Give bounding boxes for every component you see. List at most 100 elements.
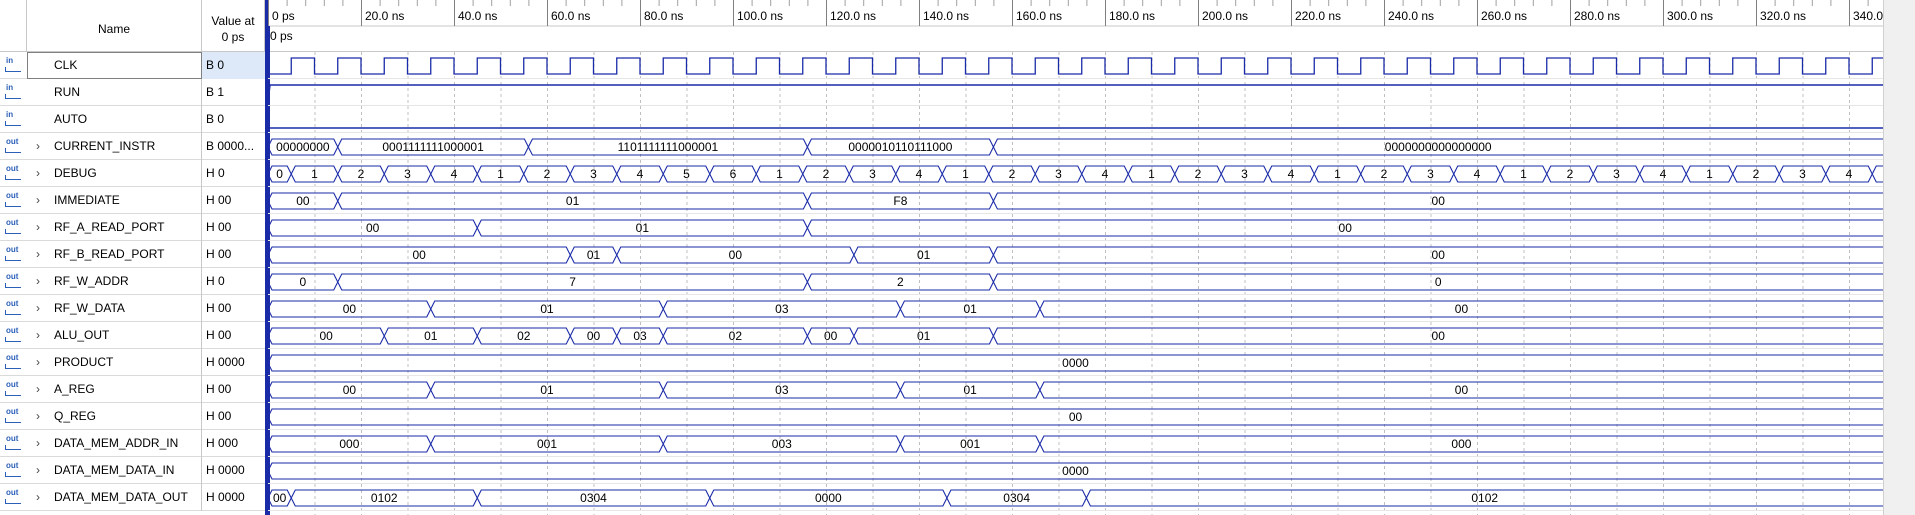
signal-name-cell[interactable] xyxy=(27,403,202,430)
signal-name-cell[interactable] xyxy=(27,484,202,511)
expand-chevron-icon[interactable]: › xyxy=(36,193,40,207)
panel-divider[interactable] xyxy=(265,0,268,515)
expand-chevron-icon[interactable]: › xyxy=(36,139,40,153)
tick-label: 260.0 ns xyxy=(1481,9,1527,23)
signal-row[interactable]: out › DATA_MEM_DATA_IN H 0000 xyxy=(0,457,265,484)
tick-label: 80.0 ns xyxy=(644,9,683,23)
bus-value-label: 1101111111000001 xyxy=(618,140,719,154)
output-port-icon: out xyxy=(5,219,22,234)
bus-value-label: 2 xyxy=(1567,167,1574,181)
expand-chevron-icon[interactable]: › xyxy=(36,274,40,288)
signal-row[interactable]: out › PRODUCT H 0000 xyxy=(0,349,265,376)
value-column-header[interactable]: Value at 0 ps xyxy=(202,0,265,52)
bus-value-label: 4 xyxy=(916,167,923,181)
signal-name-cell[interactable] xyxy=(27,322,202,349)
expand-chevron-icon[interactable]: › xyxy=(36,166,40,180)
tick-label: 280.0 ns xyxy=(1574,9,1620,23)
bus-segment xyxy=(337,192,808,210)
signal-value: H 00 xyxy=(206,328,232,342)
port-direction-label: out xyxy=(6,245,19,254)
signal-row[interactable]: out › IMMEDIATE H 00 xyxy=(0,187,265,214)
signal-row[interactable]: out › DATA_MEM_DATA_OUT H 0000 xyxy=(0,484,265,511)
signal-name-cell[interactable] xyxy=(27,376,202,403)
expand-chevron-icon[interactable]: › xyxy=(36,436,40,450)
signal-row[interactable]: out › DATA_MEM_ADDR_IN H 000 xyxy=(0,430,265,457)
signal-row[interactable]: in AUTO B 0 xyxy=(0,106,265,133)
vertical-scrollbar[interactable] xyxy=(1883,0,1915,515)
bus-value-label: 0304 xyxy=(580,491,607,505)
tick-label: 200.0 ns xyxy=(1202,9,1248,23)
port-direction-label: out xyxy=(6,218,19,227)
signal-name-cell[interactable] xyxy=(27,241,202,268)
bus-segment xyxy=(383,165,432,183)
signal-name-cell[interactable] xyxy=(27,457,202,484)
bus-value-label: 00 xyxy=(1432,248,1446,262)
expand-chevron-icon[interactable]: › xyxy=(36,409,40,423)
signal-row[interactable]: out › DEBUG H 0 xyxy=(0,160,265,187)
type-column-header[interactable] xyxy=(0,0,27,52)
signal-name-cell[interactable] xyxy=(27,349,202,376)
bus-value-label: 0102 xyxy=(1471,491,1498,505)
output-port-icon: out xyxy=(5,273,22,288)
signal-row[interactable]: out › Q_REG H 00 xyxy=(0,403,265,430)
expand-chevron-icon[interactable]: › xyxy=(36,463,40,477)
waveform-view[interactable]: 0 ps 20.0 ns 40.0 ns 60.0 ns 80.0 ns 100.0 ns… xyxy=(268,0,1883,515)
tick-label: 40.0 ns xyxy=(458,9,497,23)
port-direction-label: out xyxy=(6,434,19,443)
bus-segment xyxy=(1732,165,1780,183)
bus-value-label: 01 xyxy=(587,248,601,262)
bus-segment xyxy=(1639,165,1687,183)
signal-name: A_REG xyxy=(54,382,95,396)
signal-row[interactable]: out › RF_B_READ_PORT H 00 xyxy=(0,241,265,268)
bus-segment xyxy=(806,219,1883,237)
signal-row[interactable]: in RUN B 1 xyxy=(0,79,265,106)
signal-name-cell[interactable] xyxy=(27,295,202,322)
bus-value-label: 3 xyxy=(1055,167,1062,181)
signal-name-cell[interactable] xyxy=(27,430,202,457)
signal-name: RUN xyxy=(54,85,80,99)
bus-segment xyxy=(268,462,1883,480)
name-column-header[interactable]: Name xyxy=(27,0,202,52)
bus-segment xyxy=(1267,165,1315,183)
expand-chevron-icon[interactable]: › xyxy=(36,301,40,315)
signal-name-cell[interactable] xyxy=(27,133,202,160)
expand-chevron-icon[interactable]: › xyxy=(36,382,40,396)
expand-chevron-icon[interactable]: › xyxy=(36,490,40,504)
bus-segment xyxy=(1360,165,1408,183)
bus-segment xyxy=(527,138,808,156)
signal-row[interactable]: out › ALU_OUT H 00 xyxy=(0,322,265,349)
bus-value-label: 4 xyxy=(637,167,644,181)
bus-segment xyxy=(941,165,990,183)
signal-name-cell[interactable] xyxy=(27,214,202,241)
signal-row[interactable]: out › A_REG H 00 xyxy=(0,376,265,403)
signal-name-cell[interactable] xyxy=(27,160,202,187)
tick-label: 0 ps xyxy=(272,9,295,23)
signal-value-cell xyxy=(202,52,265,79)
signal-name-cell[interactable] xyxy=(27,187,202,214)
expand-chevron-icon[interactable]: › xyxy=(36,220,40,234)
bus-segment xyxy=(1871,165,1883,183)
signal-name-cell[interactable] xyxy=(27,52,202,79)
bus-segment xyxy=(662,165,711,183)
signal-name: DATA_MEM_DATA_OUT xyxy=(54,490,188,504)
bus-value-label: 00 xyxy=(729,248,743,262)
signal-name-cell[interactable] xyxy=(27,268,202,295)
bus-segment xyxy=(1039,435,1883,453)
tick-label: 300.0 ns xyxy=(1667,9,1713,23)
expand-chevron-icon[interactable]: › xyxy=(36,328,40,342)
signal-name-cell[interactable] xyxy=(27,79,202,106)
bus-value-label: 000 xyxy=(339,437,359,451)
bus-value-label: 0 xyxy=(276,167,283,181)
bus-value-label: 03 xyxy=(775,302,789,316)
signal-name-cell[interactable] xyxy=(27,106,202,133)
tick-label: 20.0 ns xyxy=(365,9,404,23)
signal-name: CURRENT_INSTR xyxy=(54,139,156,153)
signal-row[interactable]: in CLK B 0 xyxy=(0,52,265,79)
port-direction-label: out xyxy=(6,488,19,497)
expand-chevron-icon[interactable]: › xyxy=(36,355,40,369)
expand-chevron-icon[interactable]: › xyxy=(36,247,40,261)
signal-row[interactable]: out › RF_A_READ_PORT H 00 xyxy=(0,214,265,241)
signal-row[interactable]: out › RF_W_ADDR H 0 xyxy=(0,268,265,295)
signal-row[interactable]: out › RF_W_DATA H 00 xyxy=(0,295,265,322)
signal-row[interactable]: out › CURRENT_INSTR B 0000... xyxy=(0,133,265,160)
